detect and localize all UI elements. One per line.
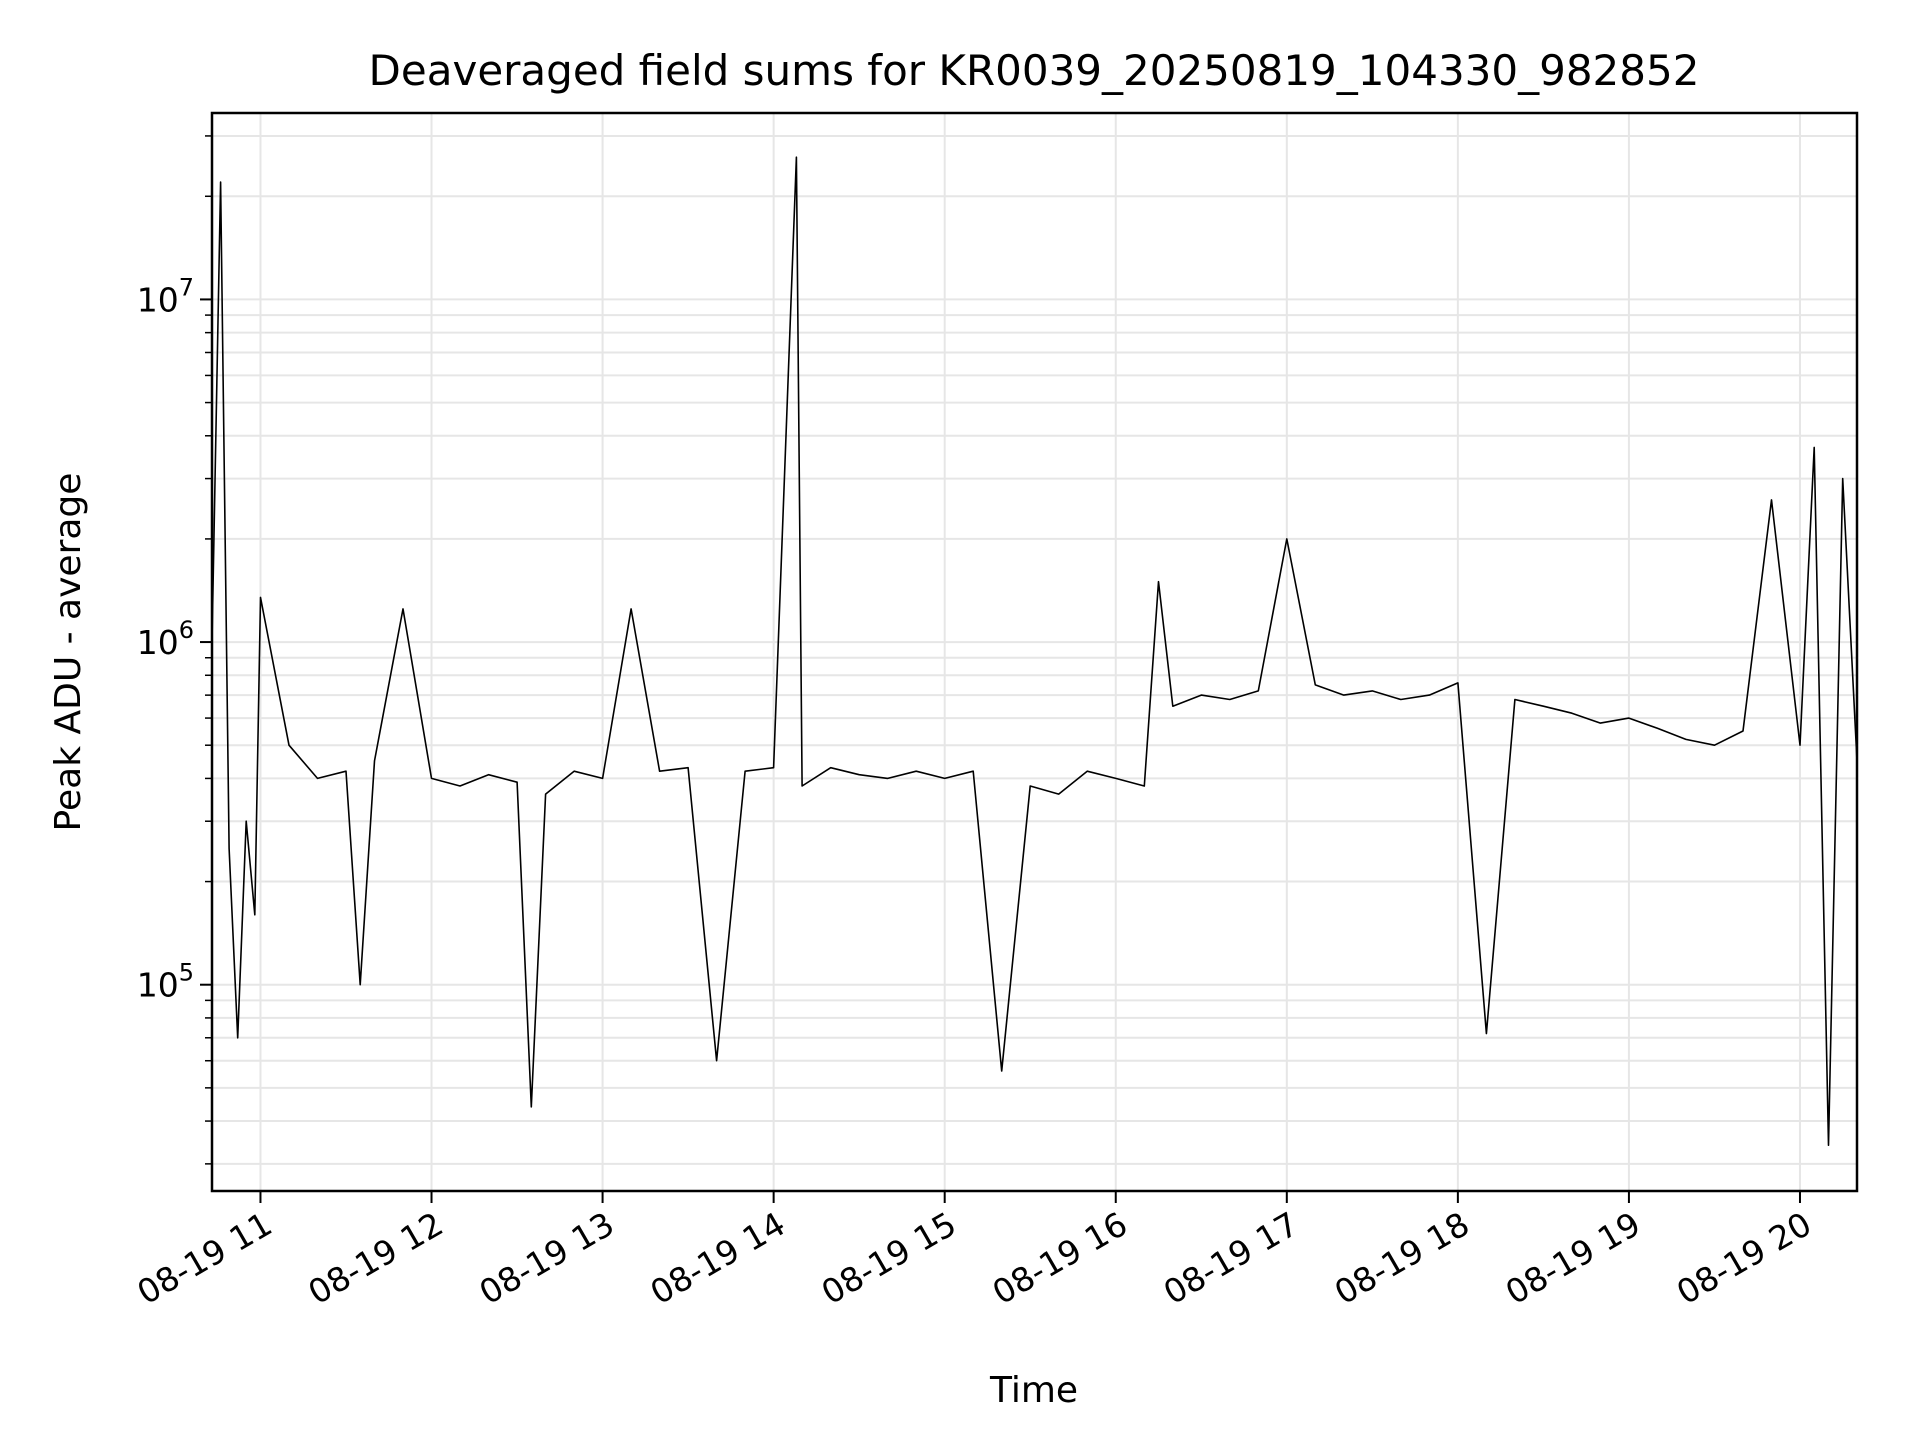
series-line	[211, 156, 1858, 1146]
grid	[212, 113, 1857, 1191]
y-tick-label: 105	[137, 959, 194, 1005]
y-tick-label: 106	[137, 616, 194, 662]
y-axis-label: Peak ADU - average	[48, 473, 89, 832]
x-axis-label: Time	[989, 1370, 1078, 1411]
y-axis: 105 106 107	[137, 135, 212, 1165]
y-tick-label: 107	[137, 273, 194, 319]
series-layer	[211, 156, 1858, 1146]
chart-title: Deaveraged field sums for KR0039_2025081…	[369, 46, 1700, 95]
plot-frame	[210, 111, 1859, 1193]
